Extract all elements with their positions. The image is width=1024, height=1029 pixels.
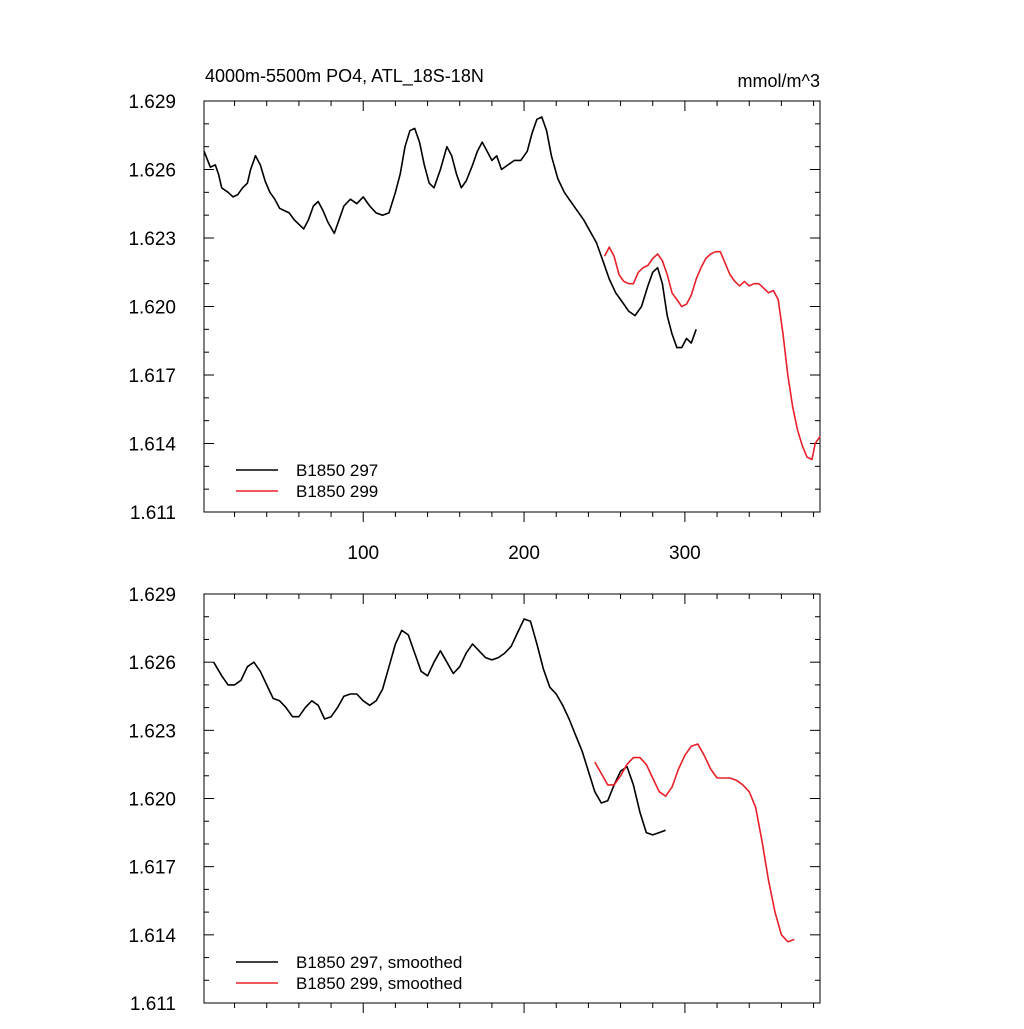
bottom-legend-label-2: B1850 299, smoothed <box>296 974 462 993</box>
bottom-ytick-label: 1.626 <box>128 653 176 674</box>
bottom-series-line-1 <box>213 618 666 836</box>
top-ytick-label: 1.623 <box>128 229 176 250</box>
chart-title: 4000m-5500m PO4, ATL_18S-18N <box>205 66 484 87</box>
top-ytick-label: 1.629 <box>128 92 176 113</box>
top-xtick-label: 300 <box>669 543 701 564</box>
top-xtick-label: 100 <box>347 543 379 564</box>
units-label: mmol/m^3 <box>738 71 820 91</box>
top-legend-label-2: B1850 299 <box>296 482 378 501</box>
panel-bottom: 1.611 1.614 1.617 1.620 1.623 1.626 1.629 B1850… <box>128 585 821 1015</box>
top-ytick-label: 1.620 <box>128 298 176 319</box>
bottom-series-line-2 <box>594 743 795 943</box>
top-ytick-label: 1.626 <box>128 161 176 182</box>
top-ytick-label: 1.611 <box>130 503 176 524</box>
bottom-ytick-label: 1.614 <box>128 926 176 947</box>
bottom-ytick-label: 1.617 <box>128 858 176 879</box>
panel-top: 1.611 1.614 1.617 1.620 1.623 1.626 1.629 100 20… <box>128 92 821 564</box>
bottom-ytick-label: 1.629 <box>128 585 176 606</box>
bottom-legend-label-1: B1850 297, smoothed <box>296 953 462 972</box>
top-legend-label-1: B1850 297 <box>296 461 378 480</box>
bottom-ytick-label: 1.611 <box>130 994 176 1015</box>
bottom-ytick-label: 1.623 <box>128 721 176 742</box>
top-ytick-label: 1.617 <box>128 366 176 387</box>
top-series-line-2 <box>603 246 821 461</box>
top-xtick-label: 200 <box>508 543 540 564</box>
top-series-line-1 <box>203 116 697 349</box>
top-ytick-label: 1.614 <box>128 435 176 456</box>
bottom-ytick-label: 1.620 <box>128 790 176 811</box>
